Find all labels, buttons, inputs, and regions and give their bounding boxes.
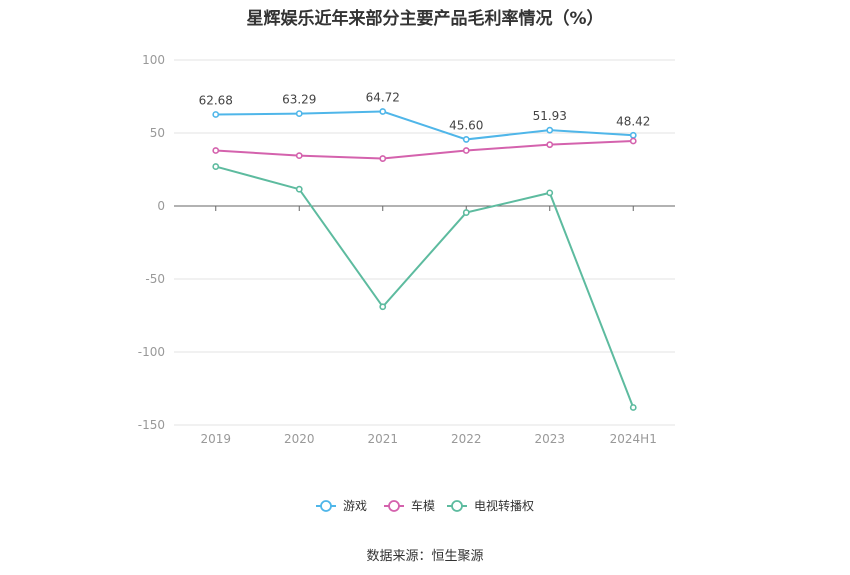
series-line [215,140,634,160]
x-tick-label: 2021 [367,432,398,446]
data-point [295,152,303,160]
data-label: 48.42 [616,114,650,128]
data-point [295,110,303,117]
y-tick-label: 100 [142,53,165,67]
data-point [546,189,554,197]
data-point [546,126,554,134]
data-label: 51.93 [533,109,567,123]
x-tick-label: 2022 [451,432,482,446]
data-point [379,108,387,115]
data-source: 数据来源：恒生聚源 [366,549,484,564]
data-point [295,185,303,193]
y-tick-label: -50 [145,272,165,286]
y-tick-label: -150 [138,418,165,432]
data-label: 64.72 [366,91,400,105]
data-label: 62.68 [199,93,233,107]
legend-label: 电视转播权 [474,498,534,513]
data-point [212,147,220,154]
data-point [379,155,387,162]
y-tick-label: -100 [138,345,165,359]
x-tick-label: 2019 [200,432,231,446]
y-tick-label: 50 [150,126,165,140]
x-tick-label: 2020 [284,432,315,446]
legend-marker [451,500,463,512]
legend-marker [320,500,332,512]
data-point [546,141,554,149]
series-line [215,165,635,408]
data-point [212,163,220,170]
legend-marker [388,500,400,512]
data-label: 63.29 [282,93,316,107]
data-point [379,303,387,311]
y-tick-label: 0 [157,199,165,213]
x-tick-label: 2024H1 [610,432,657,446]
legend-label: 游戏 [343,499,367,513]
data-point [462,136,470,143]
data-point [462,147,470,154]
x-tick-label: 2023 [534,432,565,446]
series-line [215,110,634,141]
data-label: 45.60 [449,118,483,132]
data-point [212,111,220,118]
data-point [629,137,637,145]
data-point [462,209,470,216]
data-point [629,404,637,411]
chart-title: 星辉娱乐近年来部分主要产品毛利率情况（%） [246,9,604,29]
legend-label: 车模 [411,498,435,513]
data-point [629,131,637,139]
